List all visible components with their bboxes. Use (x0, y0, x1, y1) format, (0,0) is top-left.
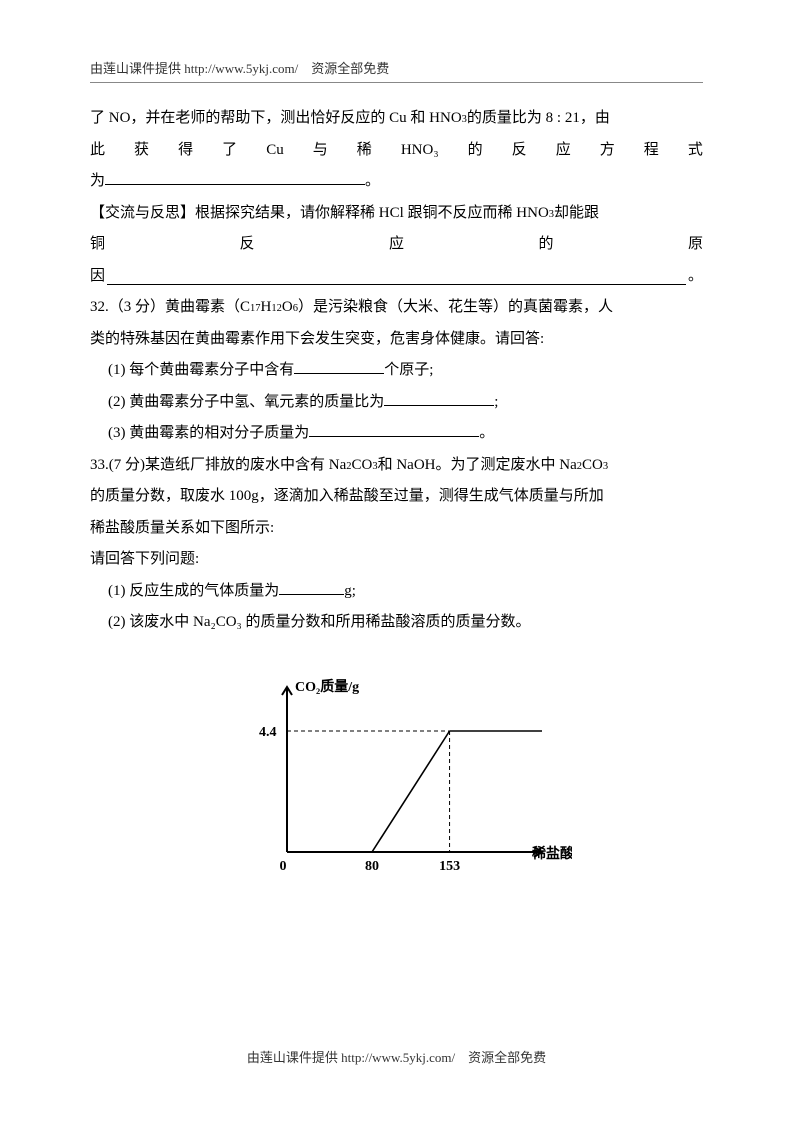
justified-char: HNO₃ (401, 135, 439, 167)
justified-char: 获 (134, 135, 149, 167)
blank-equation (105, 184, 365, 185)
blank-gas-mass (279, 594, 344, 595)
text: 根据探究结果，请你解释稀 HCl 跟铜不反应而稀 HNO (195, 198, 549, 230)
text: O (282, 292, 293, 324)
question-number: 32. (90, 292, 109, 324)
text: 的质量比为 8 : 21，由 (467, 103, 610, 135)
q31-line2-justified: 此获得了 Cu 与稀 HNO₃ 的反应方程式 (90, 135, 703, 167)
text: 和 NaOH。为了测定废水中 Na (378, 450, 577, 482)
text: (1) 反应生成的气体质量为 (108, 576, 279, 608)
text: ; (494, 387, 498, 419)
period: 。 (365, 166, 380, 198)
q33-line4: 请回答下列问题: (90, 544, 703, 576)
q31-continuation: 了 NO，并在老师的帮助下，测出恰好反应的 Cu 和 HNO3 的质量比为 8 … (90, 103, 703, 292)
exchange-label: 【交流与反思】 (90, 198, 195, 230)
q31-line3: 为 。 (90, 166, 703, 198)
q31-exchange-line: 【交流与反思】根据探究结果，请你解释稀 HCl 跟铜不反应而稀 HNO3 却能跟 (90, 198, 703, 230)
justified-char: 式 (688, 135, 703, 167)
q33-item2: (2) 该废水中 Na₂CO₃ 的质量分数和所用稀盐酸溶质的质量分数。 (90, 607, 703, 639)
q33-line1: 33. (7 分) 某造纸厂排放的废水中含有 Na2CO3 和 NaOH。为了测… (90, 450, 703, 482)
justified-char: 程 (644, 135, 659, 167)
q33: 33. (7 分) 某造纸厂排放的废水中含有 Na2CO3 和 NaOH。为了测… (90, 450, 703, 639)
points: （3 分） (109, 292, 165, 324)
svg-text:0: 0 (279, 859, 286, 874)
justified-char: 此 (90, 135, 105, 167)
header-text: 由莲山课件提供 http://www.5ykj.com/ 资源全部免费 (90, 61, 389, 76)
justified-char: 的 (538, 229, 553, 261)
q33-line2: 的质量分数，取废水 100g，逐滴加入稀盐酸至过量，测得生成气体质量与所加 (90, 481, 703, 513)
justified-char: 原 (688, 229, 703, 261)
text: (2) 黄曲霉素分子中氢、氧元素的质量比为 (108, 387, 384, 419)
text: CO (352, 450, 373, 482)
text: 了 NO，并在老师的帮助下，测出恰好反应的 Cu 和 HNO (90, 103, 462, 135)
q31-line1: 了 NO，并在老师的帮助下，测出恰好反应的 Cu 和 HNO3 的质量比为 8 … (90, 103, 703, 135)
justified-char: 应 (389, 229, 404, 261)
q32-item1: (1) 每个黄曲霉素分子中含有 个原子; (90, 355, 703, 387)
svg-text:153: 153 (439, 859, 460, 874)
q32-item2: (2) 黄曲霉素分子中氢、氧元素的质量比为 ; (90, 387, 703, 419)
text: ）是污染粮食（大米、花生等）的真菌霉素，人 (298, 292, 613, 324)
q32: 32. （3 分） 黄曲霉素（C17H12O6）是污染粮食（大米、花生等）的真菌… (90, 292, 703, 450)
text: 却能跟 (554, 198, 599, 230)
page-content: 由莲山课件提供 http://www.5ykj.com/ 资源全部免费 了 NO… (0, 0, 793, 957)
blank-molar-mass (309, 436, 479, 437)
q32-item3: (3) 黄曲霉素的相对分子质量为 。 (90, 418, 703, 450)
justified-char: 方 (600, 135, 615, 167)
justified-char: 得 (178, 135, 193, 167)
text: CO (582, 450, 603, 482)
co2-mass-chart: CO₂质量/g 稀盐酸质量/g 4.4 0 80 153 (222, 657, 572, 897)
q31-line5-justified: 铜反应的原 (90, 229, 703, 261)
q31-line6: 因 。 (90, 261, 703, 293)
points: (7 分) (109, 450, 145, 482)
page-footer: 由莲山课件提供 http://www.5ykj.com/ 资源全部免费 (0, 1049, 793, 1067)
justified-char: Cu (266, 135, 284, 167)
footer-text: 由莲山课件提供 http://www.5ykj.com/ 资源全部免费 (247, 1050, 546, 1065)
question-number: 33. (90, 450, 109, 482)
blank-mass-ratio (384, 405, 494, 406)
text: (1) 每个黄曲霉素分子中含有 (108, 355, 294, 387)
q33-line3: 稀盐酸质量关系如下图所示: (90, 513, 703, 545)
page-header: 由莲山课件提供 http://www.5ykj.com/ 资源全部免费 (90, 60, 703, 83)
blank-atoms (294, 373, 384, 374)
q33-item1: (1) 反应生成的气体质量为 g; (90, 576, 703, 608)
chart-container: CO₂质量/g 稀盐酸质量/g 4.4 0 80 153 (90, 657, 703, 897)
text: 某造纸厂排放的废水中含有 Na (145, 450, 346, 482)
text: (3) 黄曲霉素的相对分子质量为 (108, 418, 309, 450)
justified-char: 应 (556, 135, 571, 167)
svg-text:80: 80 (365, 859, 379, 874)
q32-line2: 类的特殊基因在黄曲霉素作用下会发生突变，危害身体健康。请回答: (90, 324, 703, 356)
text: H (261, 292, 272, 324)
text: 。 (479, 418, 494, 450)
period: 。 (688, 261, 703, 293)
justified-char: 的 (468, 135, 483, 167)
justified-char: 了 (222, 135, 237, 167)
justified-char: 与 (313, 135, 328, 167)
text: 因 (90, 261, 105, 293)
svg-text:CO₂质量/g: CO₂质量/g (295, 678, 359, 695)
justified-char: 铜 (90, 229, 105, 261)
blank-reason (107, 268, 686, 285)
q32-line1: 32. （3 分） 黄曲霉素（C17H12O6）是污染粮食（大米、花生等）的真菌… (90, 292, 703, 324)
text: g; (344, 576, 356, 608)
text: 黄曲霉素（C (165, 292, 250, 324)
justified-char: 反 (512, 135, 527, 167)
justified-char: 反 (239, 229, 254, 261)
svg-text:4.4: 4.4 (259, 725, 277, 740)
justified-char: 稀 (357, 135, 372, 167)
svg-text:稀盐酸质量/g: 稀盐酸质量/g (532, 845, 572, 862)
text: 个原子; (384, 355, 433, 387)
text: 为 (90, 166, 105, 198)
